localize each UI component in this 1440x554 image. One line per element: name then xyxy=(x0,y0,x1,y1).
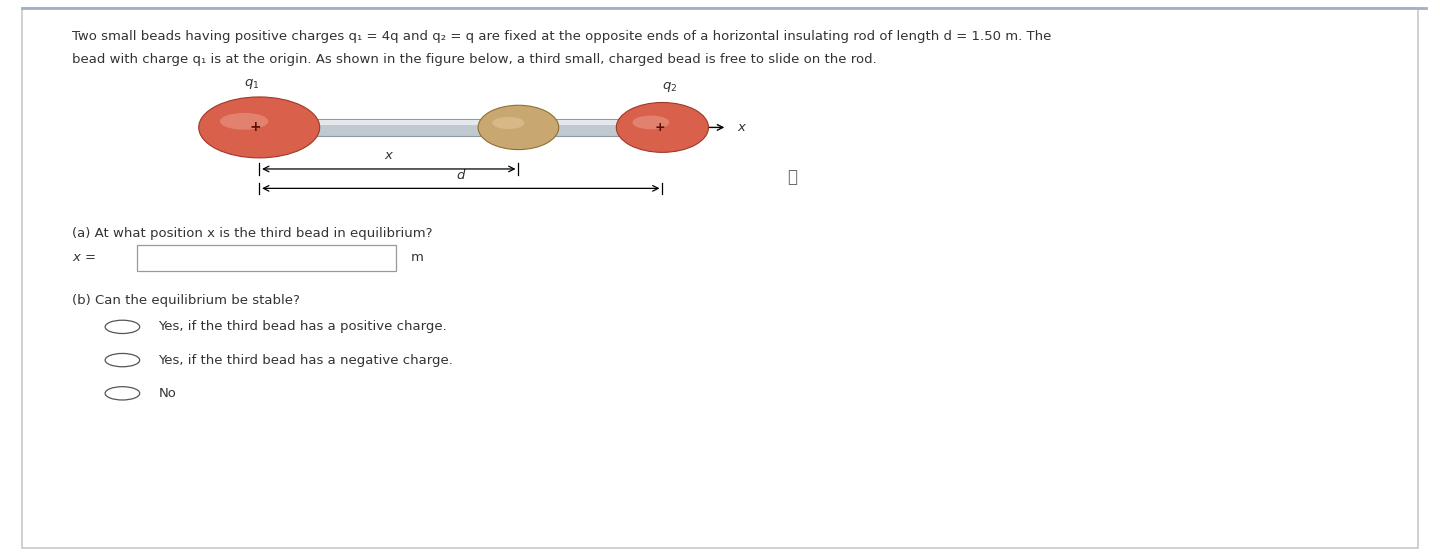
Bar xyxy=(137,245,396,271)
Text: Yes, if the third bead has a negative charge.: Yes, if the third bead has a negative ch… xyxy=(158,353,454,367)
Text: $q_1$: $q_1$ xyxy=(245,78,259,91)
Text: +: + xyxy=(249,120,261,135)
Text: bead with charge q₁ is at the origin. As shown in the figure below, a third smal: bead with charge q₁ is at the origin. As… xyxy=(72,53,877,65)
Text: ⓘ: ⓘ xyxy=(788,168,796,186)
Ellipse shape xyxy=(199,97,320,158)
Ellipse shape xyxy=(632,116,670,129)
Bar xyxy=(259,119,662,136)
Bar xyxy=(259,120,662,125)
Text: (a) At what position x is the third bead in equilibrium?: (a) At what position x is the third bead… xyxy=(72,227,432,240)
Ellipse shape xyxy=(478,105,559,150)
Text: No: No xyxy=(158,387,176,400)
Text: $x$ =: $x$ = xyxy=(72,251,96,264)
Text: (b) Can the equilibrium be stable?: (b) Can the equilibrium be stable? xyxy=(72,294,300,306)
Text: Two small beads having positive charges q₁ = 4q and q₂ = q are fixed at the oppo: Two small beads having positive charges … xyxy=(72,30,1051,43)
Ellipse shape xyxy=(220,113,268,130)
Text: Yes, if the third bead has a positive charge.: Yes, if the third bead has a positive ch… xyxy=(158,320,448,334)
Text: m: m xyxy=(410,251,423,264)
Text: $q_2$: $q_2$ xyxy=(662,80,677,94)
Text: $x$: $x$ xyxy=(383,150,395,162)
Text: $x$: $x$ xyxy=(737,121,747,134)
Ellipse shape xyxy=(616,102,708,152)
Text: $d$: $d$ xyxy=(455,168,467,182)
Text: +: + xyxy=(654,121,665,134)
Ellipse shape xyxy=(492,117,524,129)
